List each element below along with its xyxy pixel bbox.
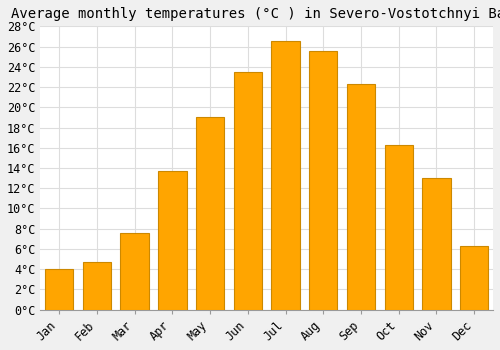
Bar bbox=[196, 117, 224, 310]
Bar bbox=[83, 262, 111, 310]
Bar bbox=[384, 145, 413, 310]
Bar bbox=[120, 233, 149, 310]
Bar bbox=[309, 50, 338, 310]
Title: Average monthly temperatures (°C ) in Severo-Vostotchnyi Bank: Average monthly temperatures (°C ) in Se… bbox=[11, 7, 500, 21]
Bar bbox=[347, 84, 375, 310]
Bar bbox=[45, 269, 74, 310]
Bar bbox=[234, 72, 262, 310]
Bar bbox=[272, 41, 299, 310]
Bar bbox=[422, 178, 450, 310]
Bar bbox=[460, 246, 488, 310]
Bar bbox=[158, 171, 186, 310]
